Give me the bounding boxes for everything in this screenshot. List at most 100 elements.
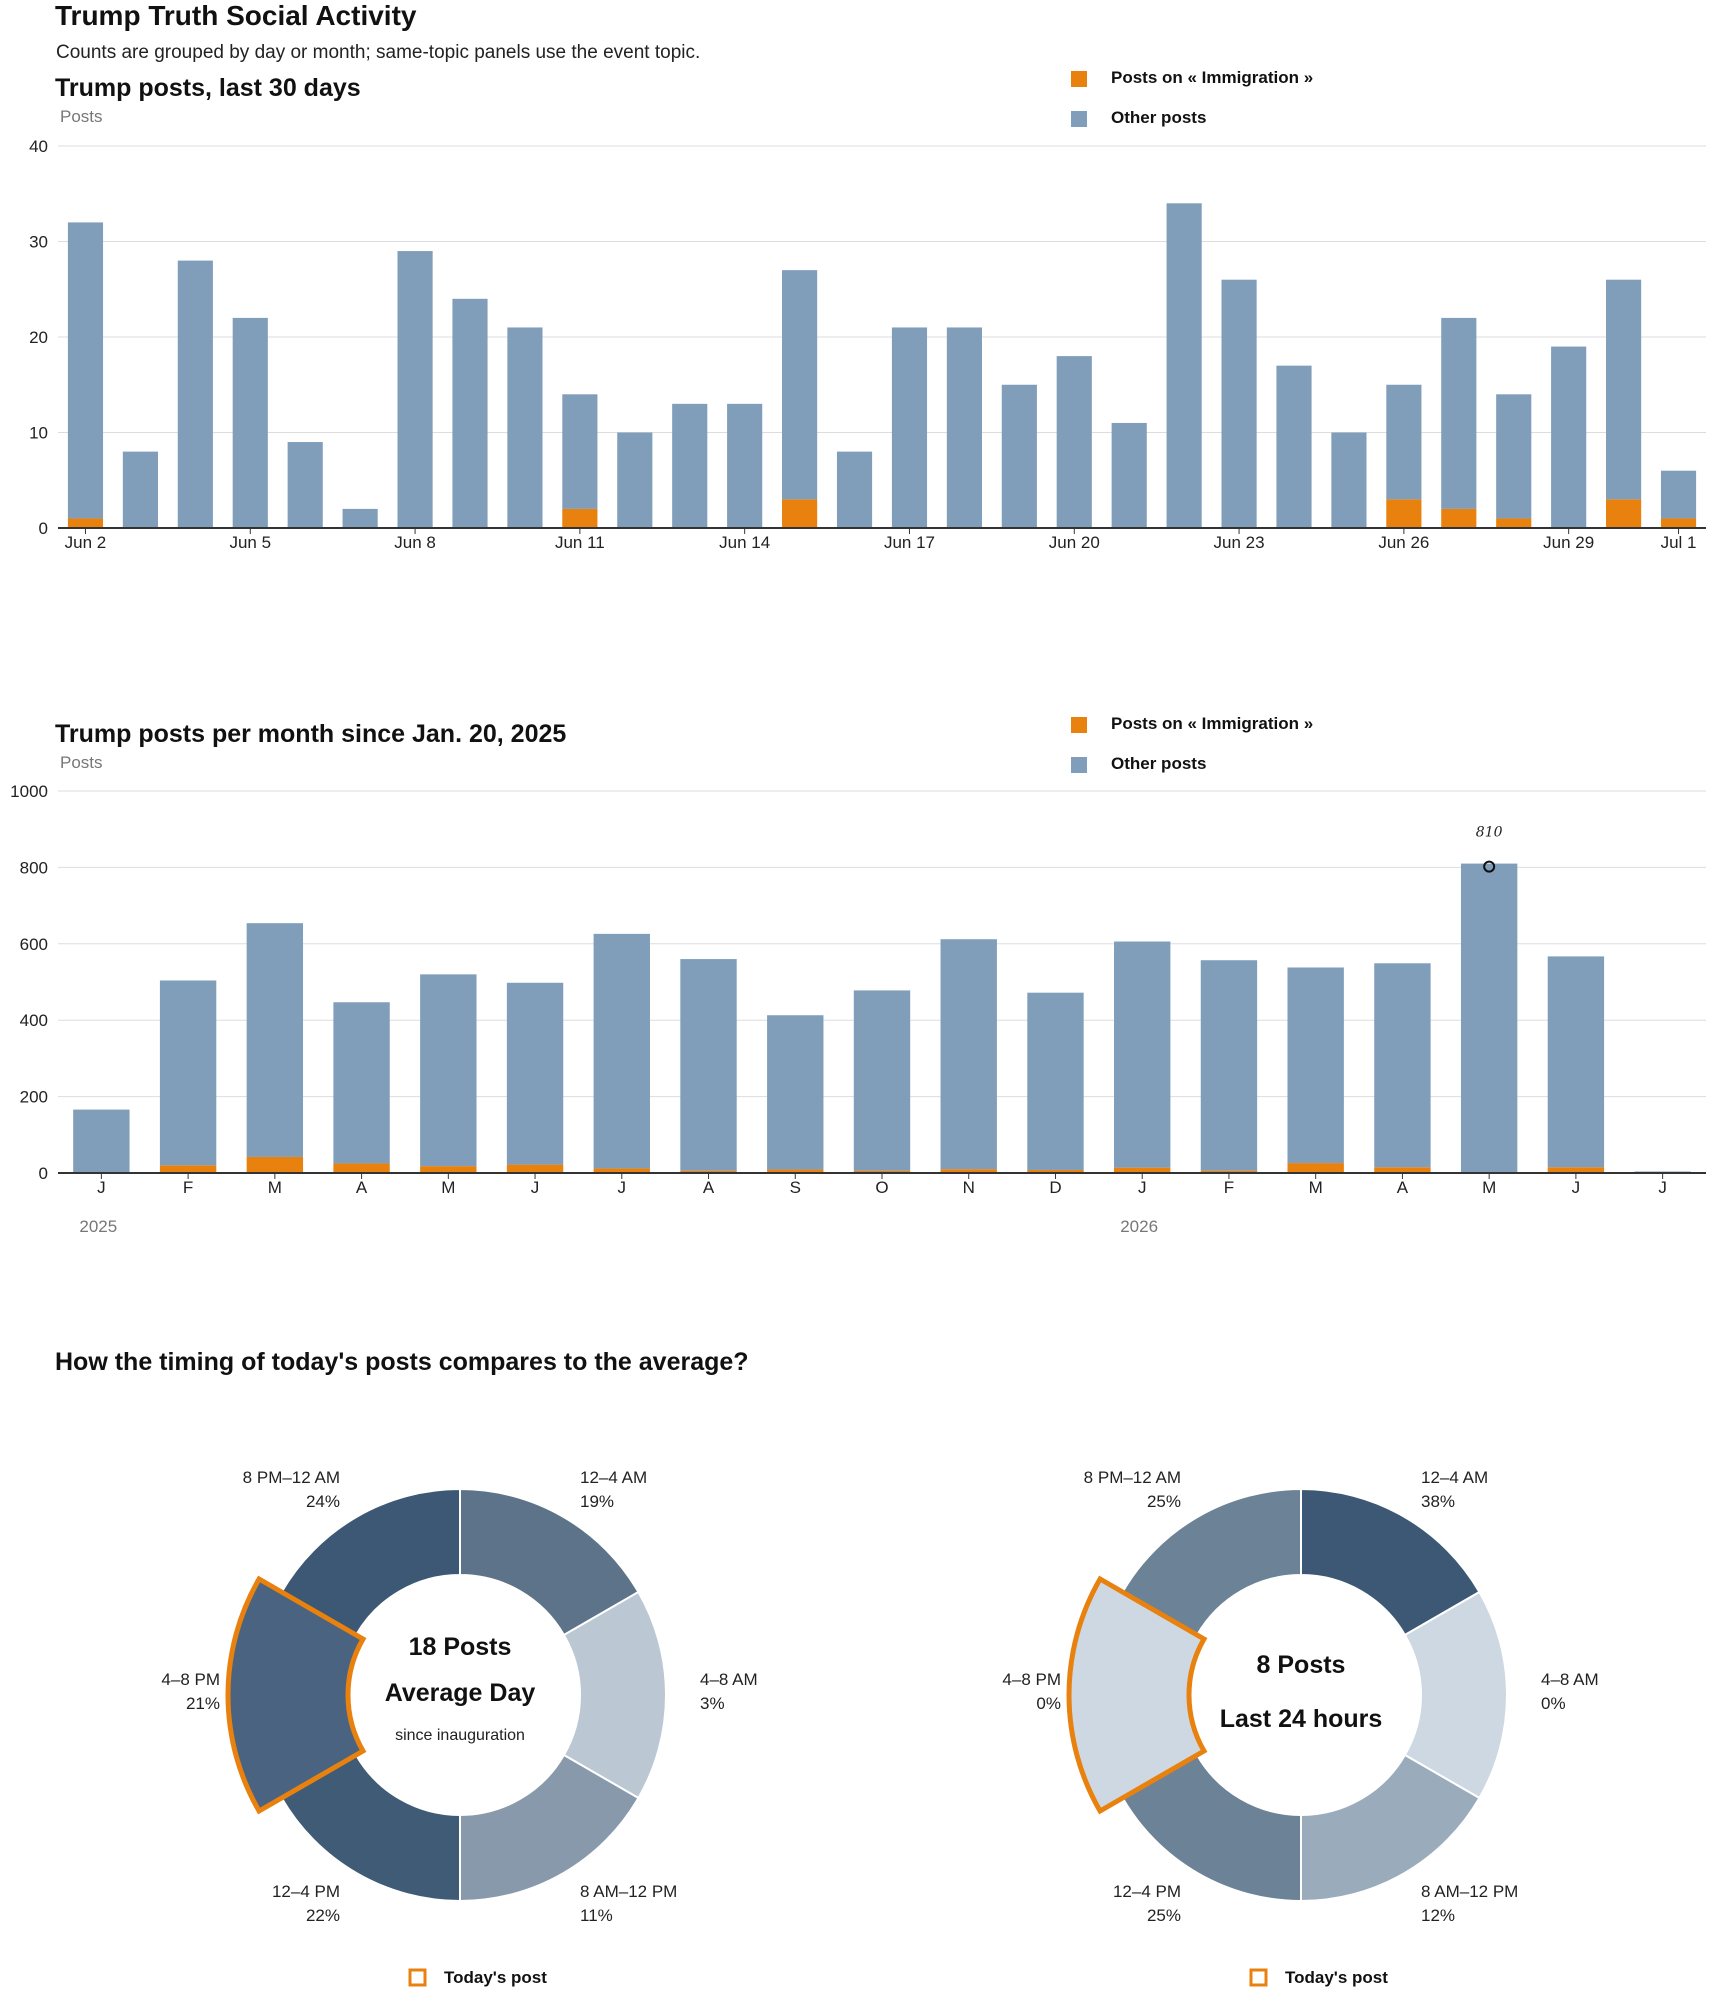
bar-topic [562,509,597,528]
x-tick-label: F [183,1178,193,1197]
bar-other [343,509,378,528]
x-tick-label: O [875,1178,888,1197]
slice-label: 8 AM–12 PM [580,1882,677,1901]
legend-topic-swatch [1071,717,1087,733]
bar-other [782,270,817,499]
slice-label: 8 PM–12 AM [243,1468,340,1487]
slice-percent: 19% [580,1492,614,1511]
x-tick-label: Jun 17 [884,533,935,552]
x-tick-label: Jun 5 [229,533,271,552]
legend-topic-label: Posts on « Immigration » [1111,68,1313,87]
x-tick-label: Jun 14 [719,533,770,552]
bar-other [1496,394,1531,518]
slice-label: 8 AM–12 PM [1421,1882,1518,1901]
bar-other [1027,993,1083,1170]
slice-percent: 25% [1147,1906,1181,1925]
bar-topic [247,1157,303,1173]
bar-other [1551,347,1586,528]
slice-percent: 11% [580,1906,613,1925]
slice-percent: 12% [1421,1906,1455,1925]
bar-other [1386,385,1421,500]
slice-percent: 38% [1421,1492,1455,1511]
x-tick-label: J [97,1178,106,1197]
bar-other [123,452,158,528]
bar-topic [420,1166,476,1173]
x-tick-label: J [531,1178,540,1197]
bar-topic [1606,499,1641,528]
bar-other [1114,942,1170,1168]
donut-average-legend: Today's post [410,1968,547,1987]
x-tick-label: Jun 23 [1214,533,1265,552]
y-tick-label: 20 [29,328,48,347]
y-tick-label: 400 [20,1011,48,1030]
x-tick-label: M [441,1178,455,1197]
today-post-label: Today's post [444,1968,547,1987]
x-tick-label: Jun 2 [65,533,107,552]
bar-other [507,983,563,1165]
bar-other [680,959,736,1171]
bar-topic [160,1165,216,1173]
slice-label: 4–8 PM [1002,1670,1061,1689]
today-post-swatch [410,1970,425,1985]
slice-label: 4–8 PM [161,1670,220,1689]
x-tick-label: J [1572,1178,1581,1197]
bar-other [1276,366,1311,528]
x-tick-label: A [356,1178,368,1197]
bar-topic [1441,509,1476,528]
y-tick-label: 200 [20,1088,48,1107]
legend-other-label: Other posts [1111,754,1206,773]
year-label: 2025 [79,1217,117,1236]
y-tick-label: 1000 [10,782,48,801]
bar-other [892,327,927,528]
x-tick-label: Jun 20 [1049,533,1100,552]
bar-other [562,394,597,509]
bar-other [941,939,997,1169]
x-tick-label: F [1224,1178,1234,1197]
bar-other [178,261,213,528]
bar-other [1057,356,1092,528]
donut-center-caption: Average Day [385,1679,536,1707]
donut-today-legend: Today's post [1251,1968,1388,1987]
page-title: Trump Truth Social Activity [55,0,417,31]
bar-topic [1386,499,1421,528]
bar-other [617,433,652,529]
donut-center-count: 18 Posts [409,1633,512,1661]
bar-other [1331,433,1366,529]
donut-center-caption: Last 24 hours [1220,1705,1383,1733]
x-tick-label: M [1482,1178,1496,1197]
today-post-label: Today's post [1285,1968,1388,1987]
donut-center-count: 8 Posts [1257,1651,1346,1679]
x-tick-label: Jun 29 [1543,533,1594,552]
bar-other [1461,864,1517,1173]
bar-other [397,251,432,528]
year-label: 2026 [1120,1217,1158,1236]
bar-other [767,1015,823,1169]
slice-label: 12–4 PM [272,1882,340,1901]
slice-percent: 21% [186,1694,220,1713]
slice-label: 12–4 AM [580,1468,647,1487]
x-tick-label: S [790,1178,801,1197]
slice-label: 12–4 PM [1113,1882,1181,1901]
y-tick-label: 40 [29,137,48,156]
y-tick-label: 800 [20,858,48,877]
peak-annotation: 810 [1476,825,1503,841]
bar-other [947,327,982,528]
daily-legend: Posts on « Immigration » Other posts [1071,68,1313,127]
slice-percent: 0% [1036,1694,1061,1713]
bar-topic [1496,518,1531,528]
y-tick-label: 0 [39,519,48,538]
bar-other [1201,960,1257,1170]
x-tick-label: A [703,1178,715,1197]
monthly-legend: Posts on « Immigration » Other posts [1071,714,1313,773]
bar-other [672,404,707,528]
bar-other [233,318,268,528]
slice-percent: 3% [700,1694,725,1713]
bar-other [507,327,542,528]
x-tick-label: N [963,1178,975,1197]
bar-other [594,934,650,1169]
x-tick-label: D [1049,1178,1061,1197]
slice-label: 4–8 AM [1541,1670,1599,1689]
